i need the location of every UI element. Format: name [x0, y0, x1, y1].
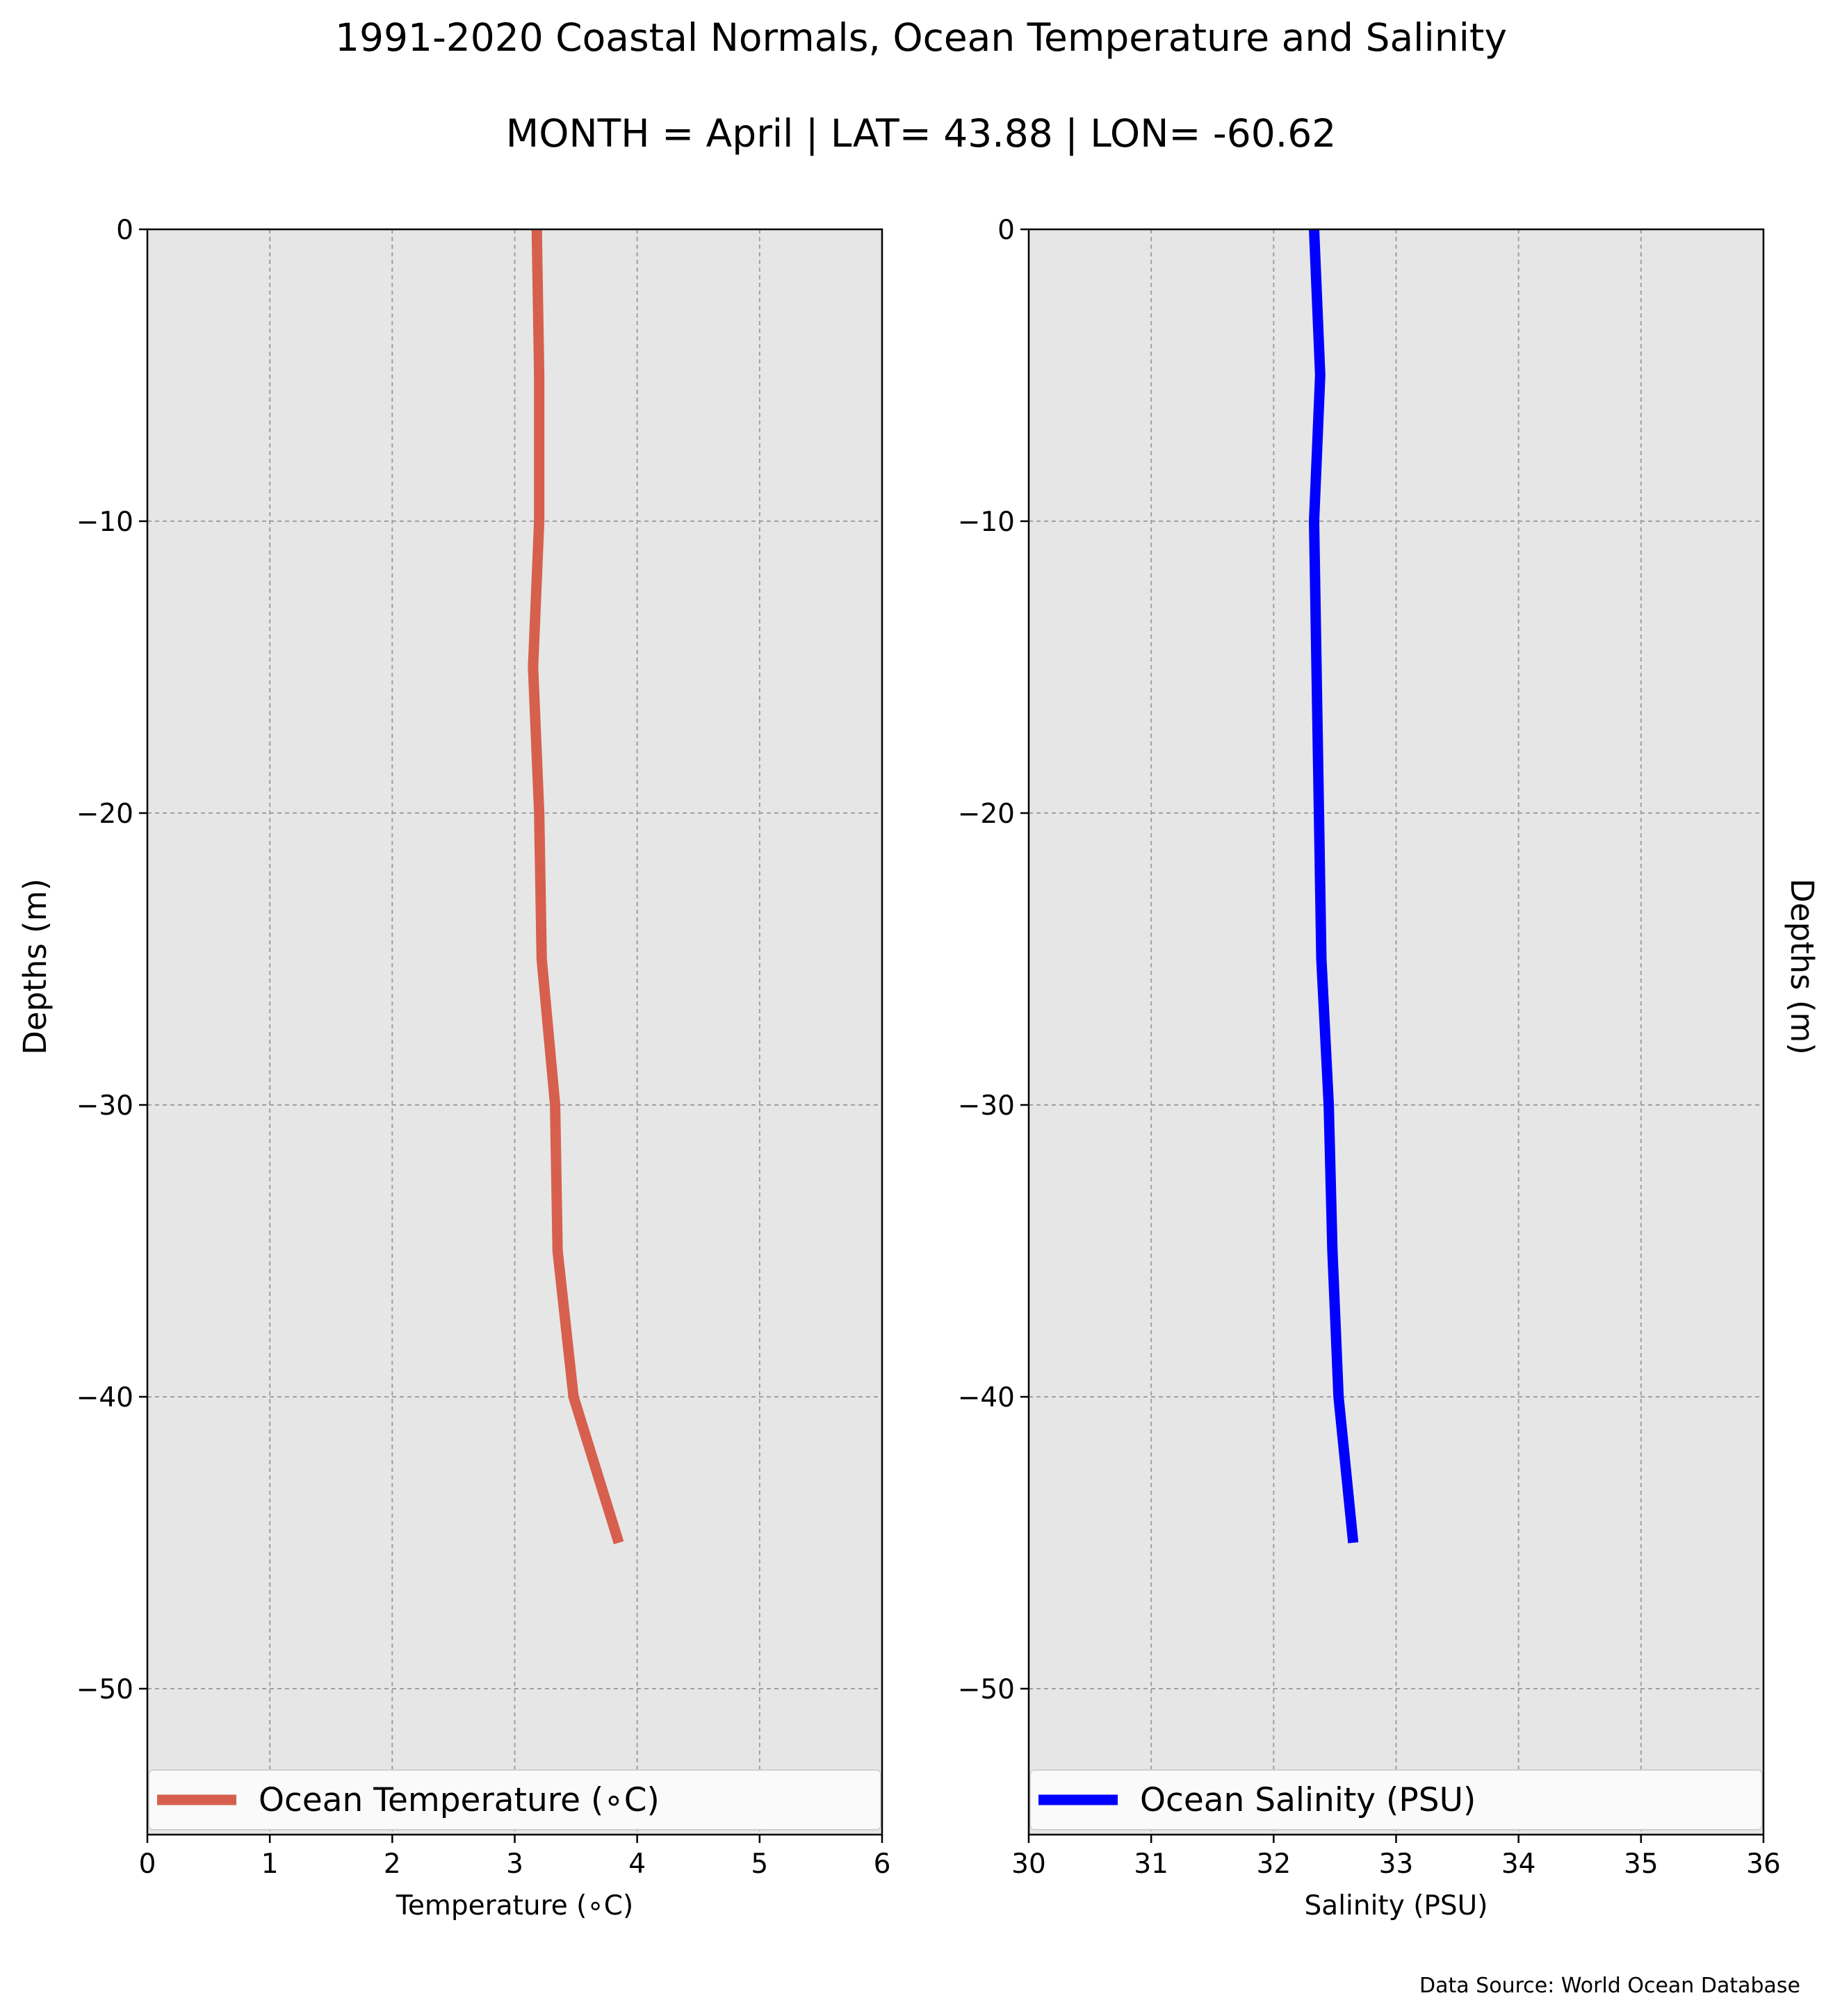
x-tick-label: 1	[261, 1849, 279, 1880]
salinity-panel: Ocean Salinity (PSU) 30 31 32 33 34 35 36 0 −10 −2…	[958, 215, 1781, 1921]
x-tick-label: 31	[1134, 1849, 1168, 1880]
series-line	[528, 229, 624, 1545]
y-tick-label: −50	[958, 1674, 1015, 1705]
y-tick-label: −10	[76, 507, 133, 538]
x-axis-label: Temperature (∘C)	[396, 1890, 634, 1921]
chart-subtitle: MONTH = April | LAT= 43.88 | LON= -60.62	[506, 111, 1336, 156]
x-tick-label: 36	[1746, 1849, 1781, 1880]
x-tick-label: 5	[751, 1849, 768, 1880]
x-tick-label: 3	[506, 1849, 523, 1880]
legend-box	[1029, 1769, 1763, 1830]
x-tick-label: 2	[384, 1849, 401, 1880]
y-tick-label: −30	[76, 1090, 133, 1122]
legend-label: Ocean Temperature (∘C)	[259, 1781, 660, 1819]
legend-label: Ocean Salinity (PSU)	[1140, 1781, 1476, 1819]
y-tick-label: 0	[997, 215, 1015, 246]
series-line	[1308, 229, 1359, 1543]
x-tick-label: 4	[628, 1849, 646, 1880]
legend-box	[148, 1769, 881, 1830]
y-tick-label: −10	[958, 507, 1015, 538]
y-tick-label: −30	[958, 1090, 1015, 1122]
y-tick-label: −40	[76, 1382, 133, 1413]
x-axis-label: Salinity (PSU)	[1305, 1890, 1488, 1921]
temperature-panel: Ocean Temperature (∘C) 0 1 2 3 4 5 6 0 −10 −20 −30 −…	[76, 215, 891, 1921]
y-tick-label: −40	[958, 1382, 1015, 1413]
chart-title: 1991-2020 Coastal Normals, Ocean Tempera…	[335, 15, 1507, 60]
y-tick-label: −50	[76, 1674, 133, 1705]
x-tick-label: 33	[1379, 1849, 1414, 1880]
y-tick-label: −20	[958, 798, 1015, 830]
x-tick-label: 32	[1257, 1849, 1291, 1880]
right-y-axis-label: Depths (m)	[1784, 878, 1820, 1055]
x-tick-label: 6	[874, 1849, 891, 1880]
y-tick-label: −20	[76, 798, 133, 830]
x-tick-label: 35	[1624, 1849, 1658, 1880]
data-source-note: Data Source: World Ocean Database	[1419, 1974, 1800, 1998]
left-y-axis-label: Depths (m)	[17, 878, 54, 1055]
y-tick-label: 0	[116, 215, 133, 246]
x-tick-label: 34	[1501, 1849, 1536, 1880]
x-tick-label: 30	[1011, 1849, 1046, 1880]
x-tick-label: 0	[139, 1849, 156, 1880]
